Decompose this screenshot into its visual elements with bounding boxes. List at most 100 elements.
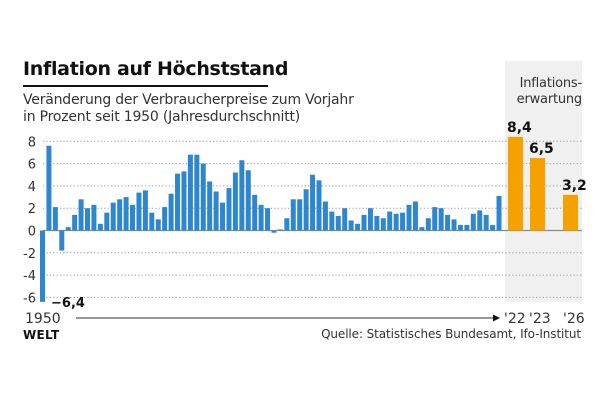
y-tick-label: 2 <box>28 202 36 217</box>
bar-1994 <box>322 201 328 231</box>
bar-2000 <box>361 214 367 231</box>
y-tick-label: -2 <box>23 247 36 262</box>
bar-1969 <box>162 207 168 231</box>
chart-subtitle: Veränderung der Verbraucherpreise zum Vo… <box>23 92 354 126</box>
bar-1998 <box>348 220 354 231</box>
bar-1977 <box>213 191 219 231</box>
y-tick-label: 8 <box>28 135 36 150</box>
welt-logo: WELT <box>23 328 60 342</box>
bar-2007 <box>406 204 412 231</box>
bar-2004 <box>387 211 393 231</box>
min-value-label: −6,4 <box>51 296 85 311</box>
bar-1974 <box>194 154 200 231</box>
bar-1987 <box>277 229 283 231</box>
bar-1952 <box>52 207 58 231</box>
bar-1970 <box>168 193 174 231</box>
x-tick-label-23: '23 <box>529 311 551 327</box>
bar-2021 <box>496 195 502 231</box>
bar-1963 <box>123 197 129 231</box>
bar-1990 <box>297 199 303 231</box>
forecast-value-label: 3,2 <box>562 178 587 194</box>
bar-2014 <box>451 219 457 231</box>
bar-2020 <box>490 224 496 231</box>
subtitle-line-2: in Prozent seit 1950 (Jahresdurchschnitt… <box>23 109 301 125</box>
bar-1997 <box>342 208 348 231</box>
bar-1992 <box>310 174 316 231</box>
axis-arrow-icon <box>493 314 500 322</box>
bar-1976 <box>207 181 213 231</box>
bar-1979 <box>226 188 232 231</box>
forecast-bar-2022 <box>508 136 523 231</box>
bar-2012 <box>438 208 444 231</box>
bar-1954 <box>65 227 71 231</box>
chart-title: Inflation auf Höchststand <box>23 58 289 80</box>
bar-2011 <box>432 207 438 231</box>
bar-1951 <box>46 145 52 231</box>
bar-2010 <box>425 218 431 231</box>
bar-1986 <box>271 230 277 233</box>
x-tick-label-22: '22 <box>504 311 526 327</box>
bar-1991 <box>303 189 309 231</box>
bar-1953 <box>59 230 65 251</box>
forecast-bar-2023 <box>530 158 545 231</box>
bar-2018 <box>477 210 483 231</box>
forecast-label: Inflations- erwartung <box>505 76 583 108</box>
bar-2006 <box>400 212 406 231</box>
x-tick-label-1950: 1950 <box>25 311 61 327</box>
y-tick-label: -4 <box>23 269 36 284</box>
bar-1972 <box>181 171 187 231</box>
bar-1964 <box>130 204 136 231</box>
y-tick-label: 0 <box>28 225 36 240</box>
bar-1983 <box>252 194 258 231</box>
bar-1996 <box>335 216 341 231</box>
subtitle-line-1: Veränderung der Verbraucherpreise zum Vo… <box>23 92 354 108</box>
bar-1988 <box>284 218 290 231</box>
bar-1989 <box>290 199 296 231</box>
forecast-bar-2026 <box>563 194 578 231</box>
forecast-value-label: 6,5 <box>529 141 554 157</box>
bar-2003 <box>380 218 386 231</box>
bar-1971 <box>175 173 181 231</box>
bar-2008 <box>412 201 418 231</box>
bar-1980 <box>232 172 238 231</box>
bar-2005 <box>393 213 399 231</box>
bar-2016 <box>464 224 470 231</box>
bar-2015 <box>457 224 463 231</box>
forecast-bars <box>508 136 578 231</box>
bar-2009 <box>419 227 425 231</box>
forecast-label-line-1: Inflations- <box>519 76 583 91</box>
x-tick-label-26: '26 <box>563 311 585 327</box>
bar-1962 <box>117 199 123 231</box>
forecast-value-label: 8,4 <box>507 120 532 136</box>
title-underline <box>23 85 268 87</box>
bar-2013 <box>445 214 451 231</box>
bar-1955 <box>72 214 78 231</box>
y-axis-ticks: 8 6 4 2 0 -2 -4 -6 <box>23 135 36 306</box>
bar-1961 <box>110 202 116 231</box>
bar-2002 <box>374 216 380 231</box>
bar-1967 <box>149 212 155 231</box>
data-labels: 8,4 6,5 3,2 −6,4 <box>51 120 587 311</box>
bar-1993 <box>316 180 322 231</box>
bar-1978 <box>220 202 226 231</box>
y-tick-label: 6 <box>28 158 36 173</box>
bars <box>40 145 502 302</box>
bar-2019 <box>483 214 489 231</box>
bar-1950 <box>40 230 45 302</box>
x-axis: 1950 '22'23 '26 <box>25 311 585 327</box>
bar-1984 <box>258 204 264 231</box>
bar-1966 <box>142 190 148 231</box>
source-note: Quelle: Statistisches Bundesamt, Ifo-Ins… <box>321 327 581 341</box>
bar-1995 <box>329 211 335 231</box>
y-tick-label: 4 <box>28 180 36 195</box>
bar-1960 <box>104 212 110 231</box>
bar-1985 <box>265 208 271 231</box>
bar-1981 <box>239 160 245 231</box>
bar-1965 <box>136 192 142 231</box>
bar-2001 <box>367 208 373 231</box>
forecast-label-line-2: erwartung <box>516 92 583 107</box>
bar-1975 <box>200 163 206 231</box>
bar-1958 <box>91 204 97 231</box>
bar-1999 <box>355 223 361 231</box>
